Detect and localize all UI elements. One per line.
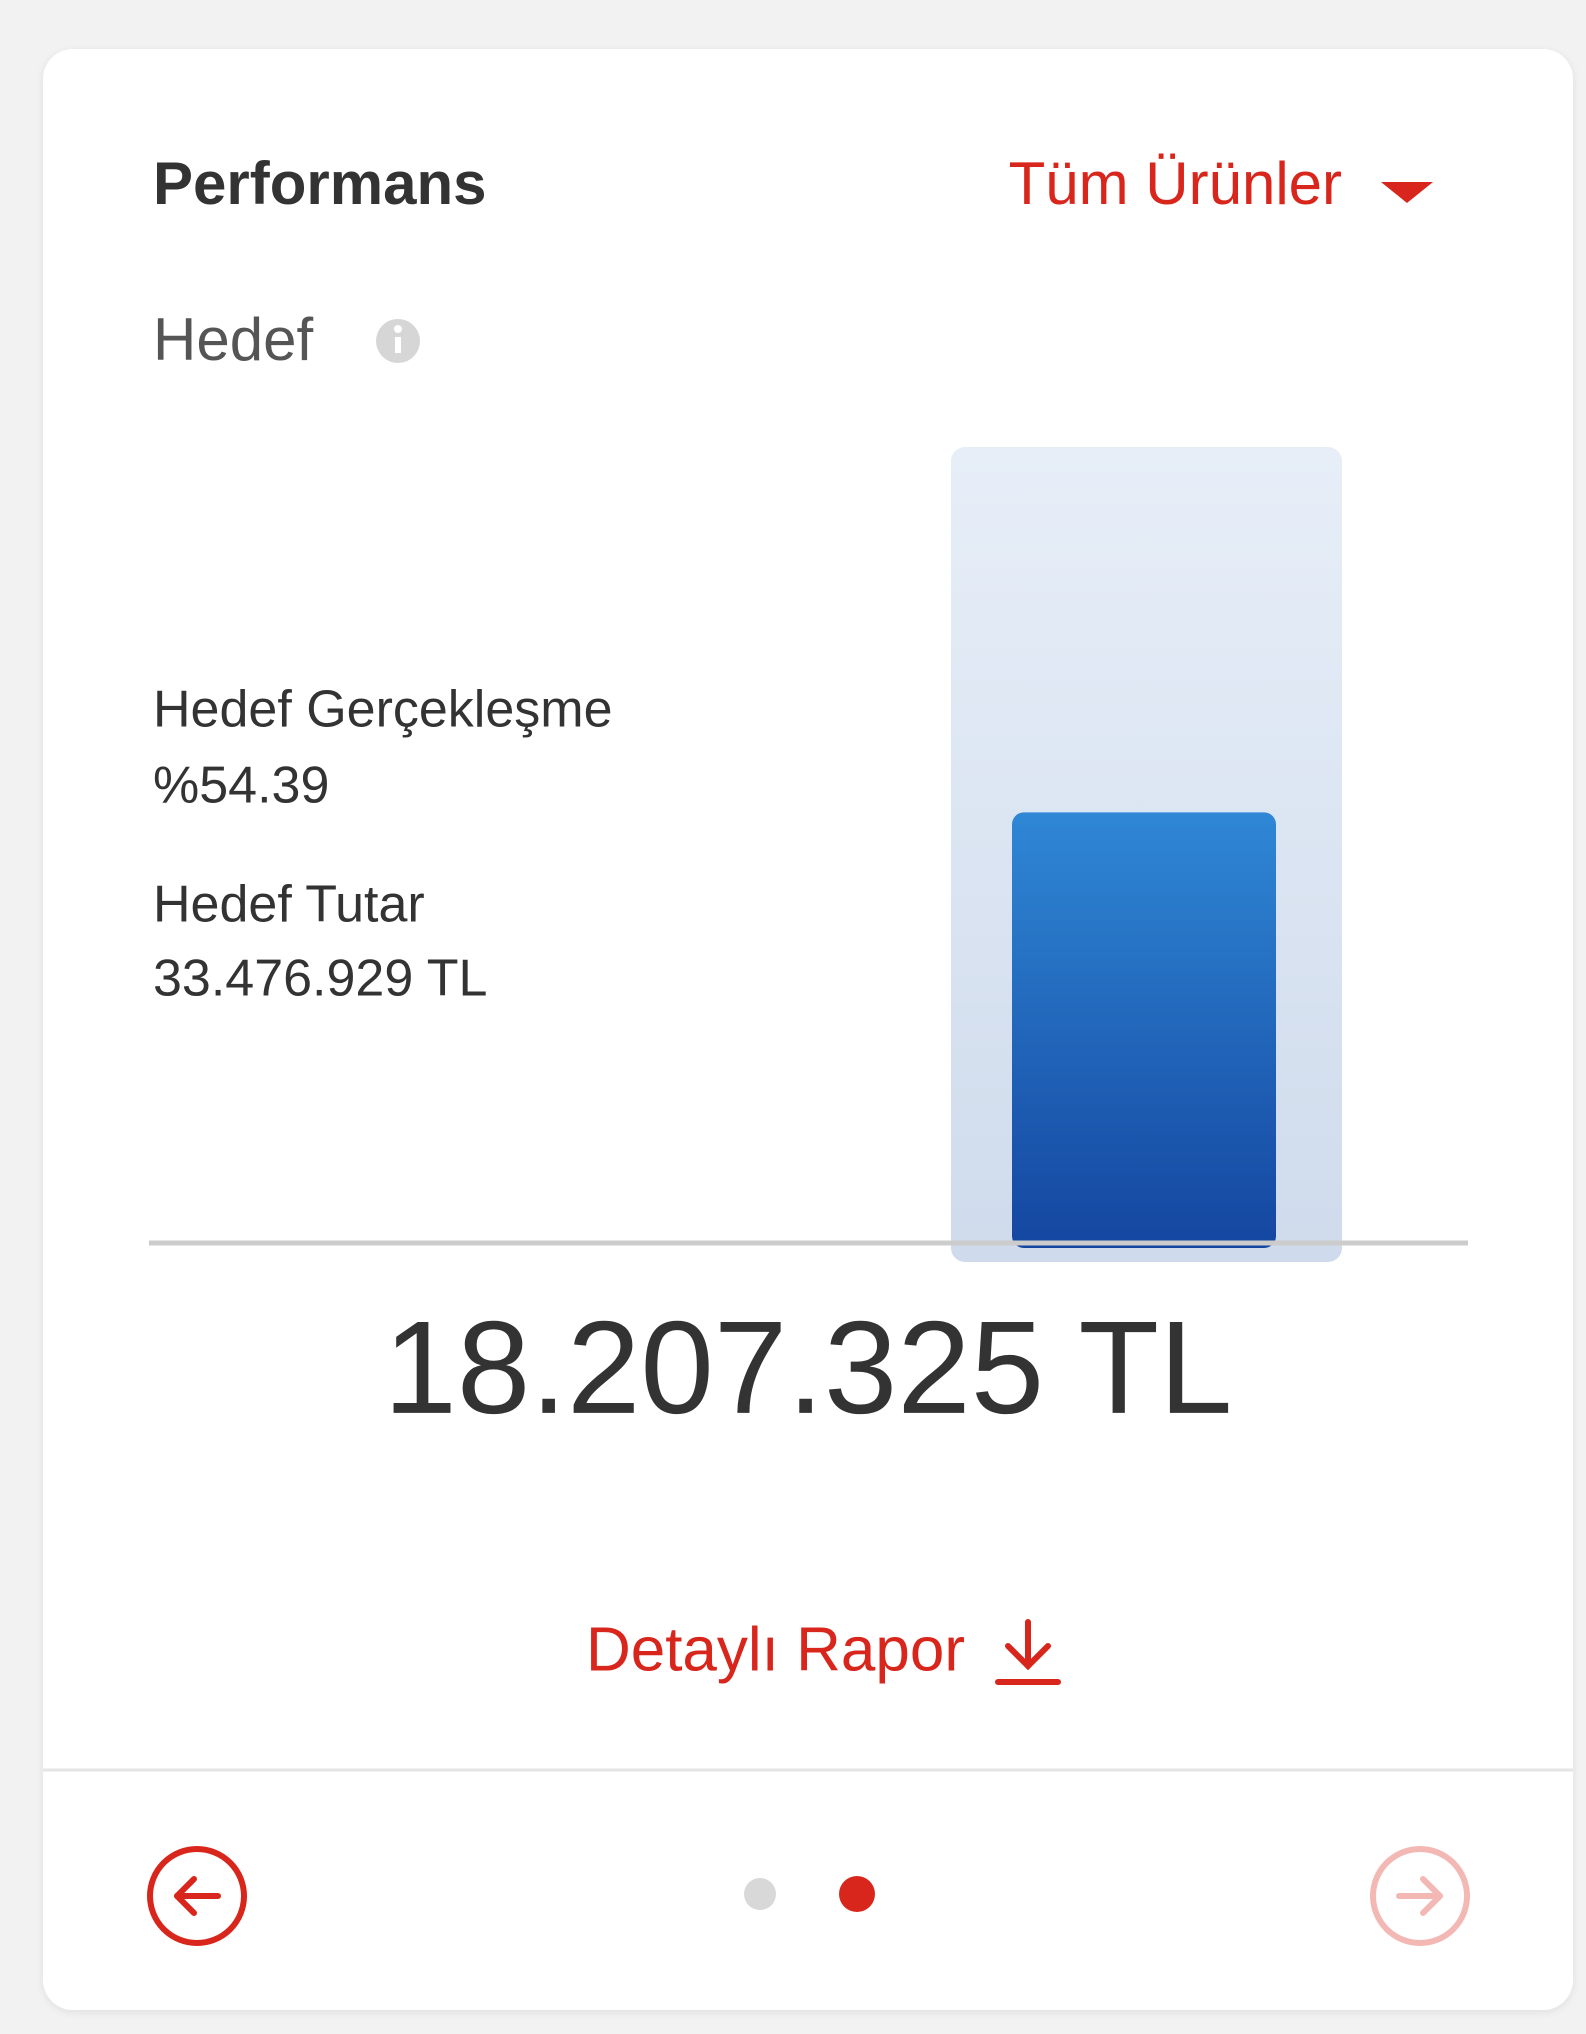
dropdown-arrow[interactable] [1381, 182, 1433, 203]
target-label: Hedef Tutar [153, 876, 425, 934]
achievement-label: Hedef Gerçekleşme [153, 681, 613, 739]
page-dot[interactable] [744, 1878, 776, 1910]
next-button[interactable] [1370, 1846, 1470, 1946]
target-value: 33.476.929 TL [153, 950, 487, 1008]
download-icon[interactable] [995, 1619, 1061, 1685]
report-link[interactable]: Detaylı Rapor [586, 1615, 965, 1684]
page-dot-active[interactable] [839, 1876, 875, 1912]
achievement-value: %54.39 [153, 757, 329, 815]
section-title: Hedef [153, 306, 313, 373]
prev-button[interactable] [147, 1846, 247, 1946]
filter-dropdown[interactable]: Tüm Ürünler [1009, 150, 1342, 217]
info-icon[interactable] [376, 319, 420, 363]
card-title: Performans [153, 150, 486, 217]
realized-amount: 18.207.325 TL [384, 1294, 1233, 1441]
realized-bar [1012, 812, 1276, 1248]
